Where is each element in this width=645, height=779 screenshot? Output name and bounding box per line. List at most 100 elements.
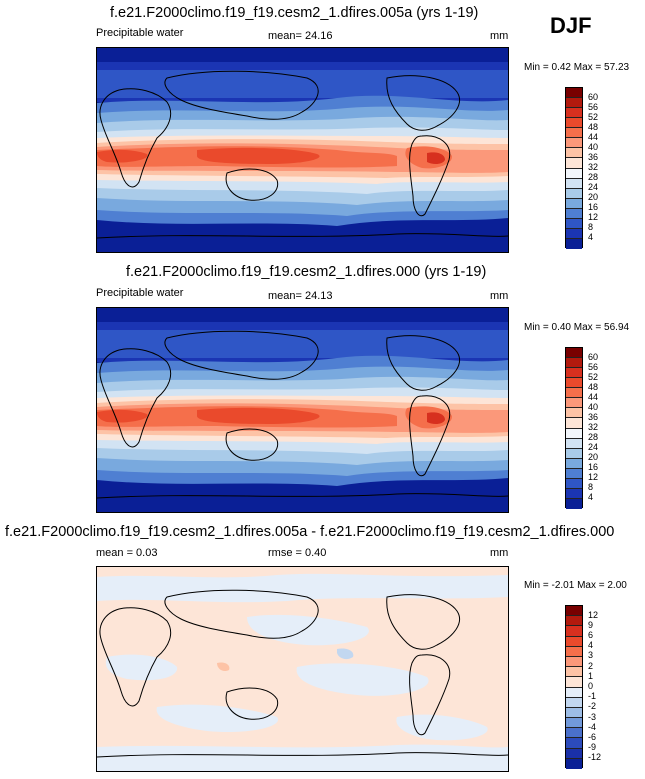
colorbar-segment (566, 498, 582, 509)
colorbar-segment (566, 228, 582, 239)
panel2-map (96, 307, 509, 513)
colorbar-tick-label: 28 (588, 172, 599, 183)
colorbar-segment (566, 748, 582, 759)
panel2-minmax: Min = 0.40 Max = 56.94 (524, 322, 630, 333)
panel1-units: mm (490, 30, 509, 42)
colorbar-tick-label: 40 (588, 141, 599, 152)
panel3-map (96, 566, 509, 772)
colorbar-segment (566, 378, 582, 389)
colorbar-tick-label: 24 (588, 182, 599, 193)
colorbar-tick-label: 3 (588, 650, 594, 661)
panel1-mean: mean= 24.16 (268, 30, 333, 42)
colorbar-segment (566, 718, 582, 729)
colorbar-segment (566, 138, 582, 149)
colorbar-tick-label: 28 (588, 432, 599, 443)
colorbar-segment (566, 687, 582, 698)
colorbar-tick-label: 52 (588, 111, 599, 122)
season-label: DJF (550, 13, 592, 38)
panel2-title: f.e21.F2000climo.f19_f19.cesm2_1.dfires.… (126, 264, 487, 280)
colorbar-tick-label: 1 (588, 670, 594, 681)
colorbar-segment (566, 428, 582, 439)
colorbar-segment (566, 108, 582, 119)
colorbar-tick-label: 48 (588, 121, 599, 132)
colorbar-segment (566, 728, 582, 739)
panel3-mean: mean = 0.03 (96, 547, 158, 559)
colorbar-tick-label: 20 (588, 192, 599, 203)
colorbar-tick-label: 16 (588, 462, 599, 473)
colorbar-segment (566, 158, 582, 169)
colorbar-tick-label: 60 (588, 351, 599, 362)
colorbar-segment (566, 667, 582, 678)
colorbar-tick-label: 2 (588, 660, 594, 671)
colorbar-segment (566, 418, 582, 429)
colorbar-segment (566, 656, 582, 668)
colorbar-segment (566, 358, 582, 369)
colorbar-tick-label: 16 (588, 202, 599, 213)
colorbar-tick-label: 36 (588, 151, 599, 162)
colorbar-tick-label: -4 (588, 721, 597, 732)
colorbar-segment (566, 448, 582, 459)
panel2-colorbar (565, 347, 583, 509)
colorbar-tick-label: 56 (588, 101, 599, 112)
colorbar-segment (566, 478, 582, 489)
colorbar-tick-label: 8 (588, 222, 594, 233)
panel3-colorbar (565, 605, 583, 769)
colorbar-tick-label: -2 (588, 701, 597, 712)
panel2-map-field (97, 308, 508, 512)
colorbar-tick-label: 12 (588, 609, 599, 620)
colorbar-tick-label: 12 (588, 472, 599, 483)
panel1-map-field (97, 48, 508, 252)
panel3-title: f.e21.F2000climo.f19_f19.cesm2_1.dfires.… (5, 524, 615, 540)
colorbar-tick-label: -3 (588, 711, 597, 722)
colorbar-segment (566, 626, 582, 637)
colorbar-tick-label: 8 (588, 482, 594, 493)
panel1-map (96, 47, 509, 253)
colorbar-segment (566, 646, 582, 657)
colorbar-tick-label: 48 (588, 381, 599, 392)
colorbar-tick-label: 32 (588, 422, 599, 432)
colorbar-segment (566, 758, 582, 769)
panel1-colorbar (565, 87, 583, 249)
colorbar-segment (566, 707, 582, 719)
colorbar-tick-label: 6 (588, 630, 594, 641)
colorbar-segment (566, 98, 582, 109)
colorbar-tick-label: -6 (588, 731, 597, 742)
colorbar-segment (566, 636, 582, 647)
colorbar-tick-label: 36 (588, 411, 599, 422)
colorbar-segment (566, 168, 582, 179)
colorbar-tick-label: 44 (588, 391, 599, 402)
colorbar-tick-label: 20 (588, 452, 599, 463)
colorbar-tick-label: 4 (588, 232, 594, 243)
colorbar-tick-label: 4 (588, 492, 594, 503)
colorbar-tick-label: 4 (588, 640, 594, 651)
panel2-units: mm (490, 290, 509, 302)
panel1-title: f.e21.F2000climo.f19_f19.cesm2_1.dfires.… (110, 5, 479, 21)
panel1-field-label: Precipitable water (96, 27, 184, 39)
colorbar-segment (566, 218, 582, 229)
panel3-units: mm (490, 547, 509, 559)
colorbar-tick-label: -1 (588, 691, 597, 702)
panel3-map-field (97, 567, 508, 771)
colorbar-tick-label: 12 (588, 212, 599, 223)
colorbar-segment (566, 697, 582, 708)
colorbar-tick-label: 0 (588, 681, 594, 691)
colorbar-segment (566, 348, 582, 359)
colorbar-segment (566, 88, 582, 99)
colorbar-segment (566, 616, 582, 627)
colorbar-tick-label: 24 (588, 442, 599, 453)
colorbar-segment (566, 738, 582, 749)
colorbar-segment (566, 188, 582, 199)
colorbar-tick-label: 52 (588, 371, 599, 382)
panel3-rmse: rmse = 0.40 (268, 547, 327, 559)
colorbar-segment (566, 606, 582, 617)
colorbar-tick-label: 44 (588, 131, 599, 142)
panel1-minmax: Min = 0.42 Max = 57.23 (524, 62, 630, 73)
colorbar-segment (566, 368, 582, 379)
colorbar-segment (566, 398, 582, 409)
colorbar-tick-label: 40 (588, 401, 599, 412)
colorbar-segment (566, 458, 582, 469)
panel3-minmax: Min = -2.01 Max = 2.00 (524, 580, 627, 591)
colorbar-segment (566, 128, 582, 139)
colorbar-tick-label: 32 (588, 162, 599, 172)
colorbar-segment (566, 438, 582, 449)
